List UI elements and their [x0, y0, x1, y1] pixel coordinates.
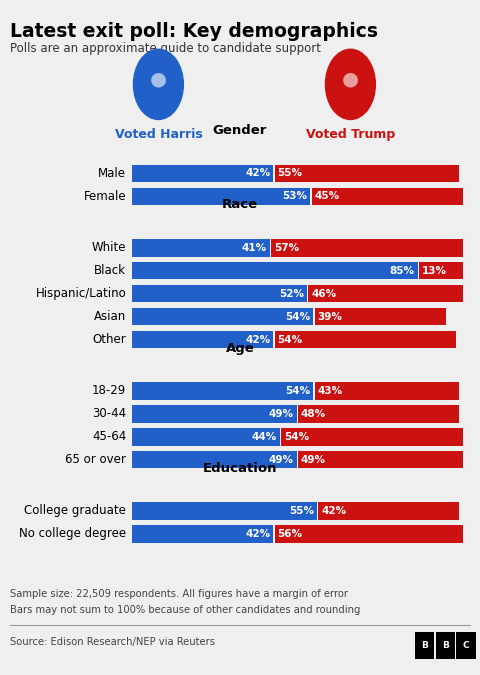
FancyBboxPatch shape	[315, 382, 459, 400]
Text: 44%: 44%	[252, 432, 277, 441]
Text: 30-44: 30-44	[92, 407, 126, 421]
FancyBboxPatch shape	[436, 632, 455, 659]
Text: White: White	[92, 241, 126, 254]
Text: Sample size: 22,509 respondents. All figures have a margin of error: Sample size: 22,509 respondents. All fig…	[10, 589, 348, 599]
FancyBboxPatch shape	[275, 331, 456, 348]
FancyBboxPatch shape	[275, 165, 459, 182]
FancyBboxPatch shape	[281, 428, 463, 446]
Text: 54%: 54%	[284, 432, 309, 441]
FancyBboxPatch shape	[271, 239, 463, 256]
Text: C: C	[463, 641, 469, 651]
Text: 13%: 13%	[422, 266, 447, 275]
FancyBboxPatch shape	[132, 239, 270, 256]
Circle shape	[325, 49, 375, 119]
Text: 18-29: 18-29	[92, 384, 126, 398]
Text: Gender: Gender	[213, 124, 267, 137]
Text: No college degree: No college degree	[19, 527, 126, 541]
Text: Source: Edison Research/NEP via Reuters: Source: Edison Research/NEP via Reuters	[10, 637, 215, 647]
Text: 85%: 85%	[390, 266, 415, 275]
Text: 54%: 54%	[277, 335, 302, 344]
FancyBboxPatch shape	[132, 331, 273, 348]
Text: Hispanic/Latino: Hispanic/Latino	[36, 287, 126, 300]
FancyBboxPatch shape	[415, 632, 434, 659]
FancyBboxPatch shape	[132, 262, 418, 279]
Text: 56%: 56%	[277, 529, 302, 539]
Text: Female: Female	[84, 190, 126, 203]
Text: B: B	[442, 641, 449, 651]
Text: 46%: 46%	[311, 289, 336, 298]
Text: Asian: Asian	[94, 310, 126, 323]
Text: ●: ●	[342, 70, 359, 88]
Text: Voted Harris: Voted Harris	[115, 128, 202, 140]
Text: Latest exit poll: Key demographics: Latest exit poll: Key demographics	[10, 22, 378, 40]
Circle shape	[133, 49, 183, 119]
Text: 55%: 55%	[277, 169, 302, 178]
Text: 49%: 49%	[269, 455, 294, 464]
Text: 53%: 53%	[282, 192, 307, 201]
Text: Education: Education	[203, 462, 277, 475]
Text: Bars may not sum to 100% because of other candidates and rounding: Bars may not sum to 100% because of othe…	[10, 605, 360, 615]
Text: Voted Trump: Voted Trump	[306, 128, 395, 140]
FancyBboxPatch shape	[308, 285, 463, 302]
Text: 52%: 52%	[279, 289, 304, 298]
FancyBboxPatch shape	[318, 502, 459, 520]
FancyBboxPatch shape	[298, 405, 459, 423]
Text: 43%: 43%	[318, 386, 343, 396]
Text: Age: Age	[226, 342, 254, 354]
Text: 45%: 45%	[314, 192, 339, 201]
FancyBboxPatch shape	[132, 525, 273, 543]
Text: 39%: 39%	[318, 312, 343, 321]
Text: 41%: 41%	[242, 243, 267, 252]
Text: Other: Other	[93, 333, 126, 346]
FancyBboxPatch shape	[132, 382, 313, 400]
FancyBboxPatch shape	[132, 285, 307, 302]
FancyBboxPatch shape	[132, 405, 297, 423]
Text: 57%: 57%	[274, 243, 299, 252]
Text: College graduate: College graduate	[24, 504, 126, 518]
Text: 54%: 54%	[286, 386, 311, 396]
FancyBboxPatch shape	[456, 632, 476, 659]
Text: 65 or over: 65 or over	[65, 453, 126, 466]
Text: 49%: 49%	[269, 409, 294, 418]
FancyBboxPatch shape	[312, 188, 463, 205]
Text: Polls are an approximate guide to candidate support: Polls are an approximate guide to candid…	[10, 42, 321, 55]
FancyBboxPatch shape	[298, 451, 463, 468]
FancyBboxPatch shape	[132, 165, 273, 182]
Text: 42%: 42%	[321, 506, 346, 516]
Text: 42%: 42%	[245, 335, 270, 344]
FancyBboxPatch shape	[132, 188, 310, 205]
Text: 42%: 42%	[245, 529, 270, 539]
FancyBboxPatch shape	[132, 502, 317, 520]
FancyBboxPatch shape	[315, 308, 446, 325]
Text: Black: Black	[94, 264, 126, 277]
Text: 42%: 42%	[245, 169, 270, 178]
FancyBboxPatch shape	[132, 428, 280, 446]
FancyBboxPatch shape	[132, 451, 297, 468]
FancyBboxPatch shape	[275, 525, 463, 543]
Text: 55%: 55%	[289, 506, 314, 516]
Text: B: B	[421, 641, 428, 651]
Text: 45-64: 45-64	[92, 430, 126, 443]
Text: Race: Race	[222, 198, 258, 211]
FancyBboxPatch shape	[132, 308, 313, 325]
FancyBboxPatch shape	[419, 262, 463, 279]
Text: 48%: 48%	[301, 409, 326, 418]
Text: ●: ●	[150, 70, 167, 88]
Text: 49%: 49%	[301, 455, 326, 464]
Text: Male: Male	[98, 167, 126, 180]
Text: 54%: 54%	[286, 312, 311, 321]
